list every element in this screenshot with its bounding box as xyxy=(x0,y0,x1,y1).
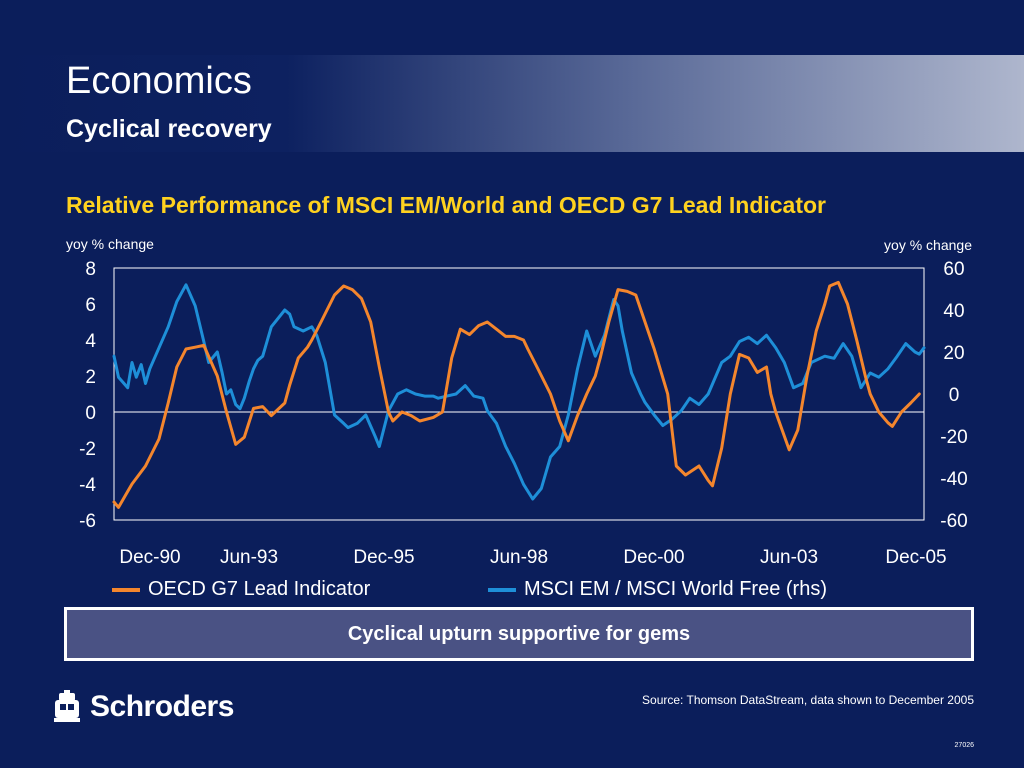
schroders-logo: Schroders xyxy=(52,690,234,724)
source-note: Source: Thomson DataStream, data shown t… xyxy=(642,693,974,707)
x-tick: Jun-98 xyxy=(490,547,548,568)
x-tick: Dec-05 xyxy=(885,547,946,568)
y-tick-left: -6 xyxy=(79,511,96,532)
y-tick-left: -2 xyxy=(79,439,96,460)
legend-oecd: OECD G7 Lead Indicator xyxy=(112,578,370,601)
y-tick-left: 0 xyxy=(85,403,96,424)
y-tick-right: 60 xyxy=(943,259,964,280)
legend-oecd-swatch xyxy=(112,587,140,592)
slide-ref: 27026 xyxy=(954,742,974,749)
y-tick-right: -20 xyxy=(940,427,967,448)
y-tick-right: -40 xyxy=(940,469,967,490)
y-tick-right: 0 xyxy=(949,385,960,406)
series-line-msci xyxy=(112,283,926,501)
callout-box: Cyclical upturn supportive for gems xyxy=(64,607,974,661)
y-tick-right: -60 xyxy=(940,511,967,532)
logo-text: Schroders xyxy=(90,690,234,723)
legend-msci: MSCI EM / MSCI World Free (rhs) xyxy=(488,578,827,601)
y-tick-right: 40 xyxy=(943,301,964,322)
x-tick: Jun-03 xyxy=(760,547,818,568)
page-title: Economics xyxy=(66,60,252,102)
y-tick-left: 6 xyxy=(85,295,96,316)
y-tick-left: 8 xyxy=(85,259,96,280)
y-tick-left: 4 xyxy=(85,331,96,352)
x-tick: Dec-95 xyxy=(353,547,414,568)
legend-msci-swatch xyxy=(488,587,516,592)
crest-icon xyxy=(54,690,80,722)
legend-oecd-label: OECD G7 Lead Indicator xyxy=(148,578,371,600)
series-line-oecd xyxy=(112,280,921,509)
right-axis-label: yoy % change xyxy=(884,237,972,253)
plot-area xyxy=(113,267,925,521)
chart-title: Relative Performance of MSCI EM/World an… xyxy=(66,192,826,218)
left-axis-label: yoy % change xyxy=(66,236,154,252)
header-band xyxy=(0,55,1024,152)
x-tick: Dec-00 xyxy=(623,547,684,568)
legend-msci-label: MSCI EM / MSCI World Free (rhs) xyxy=(524,578,827,600)
x-tick: Jun-93 xyxy=(220,547,278,568)
page-subtitle: Cyclical recovery xyxy=(66,115,272,143)
y-tick-left: 2 xyxy=(85,367,96,388)
y-tick-right: 20 xyxy=(943,343,964,364)
y-tick-left: -4 xyxy=(79,475,96,496)
x-tick: Dec-90 xyxy=(119,547,180,568)
callout-text: Cyclical upturn supportive for gems xyxy=(347,622,691,645)
